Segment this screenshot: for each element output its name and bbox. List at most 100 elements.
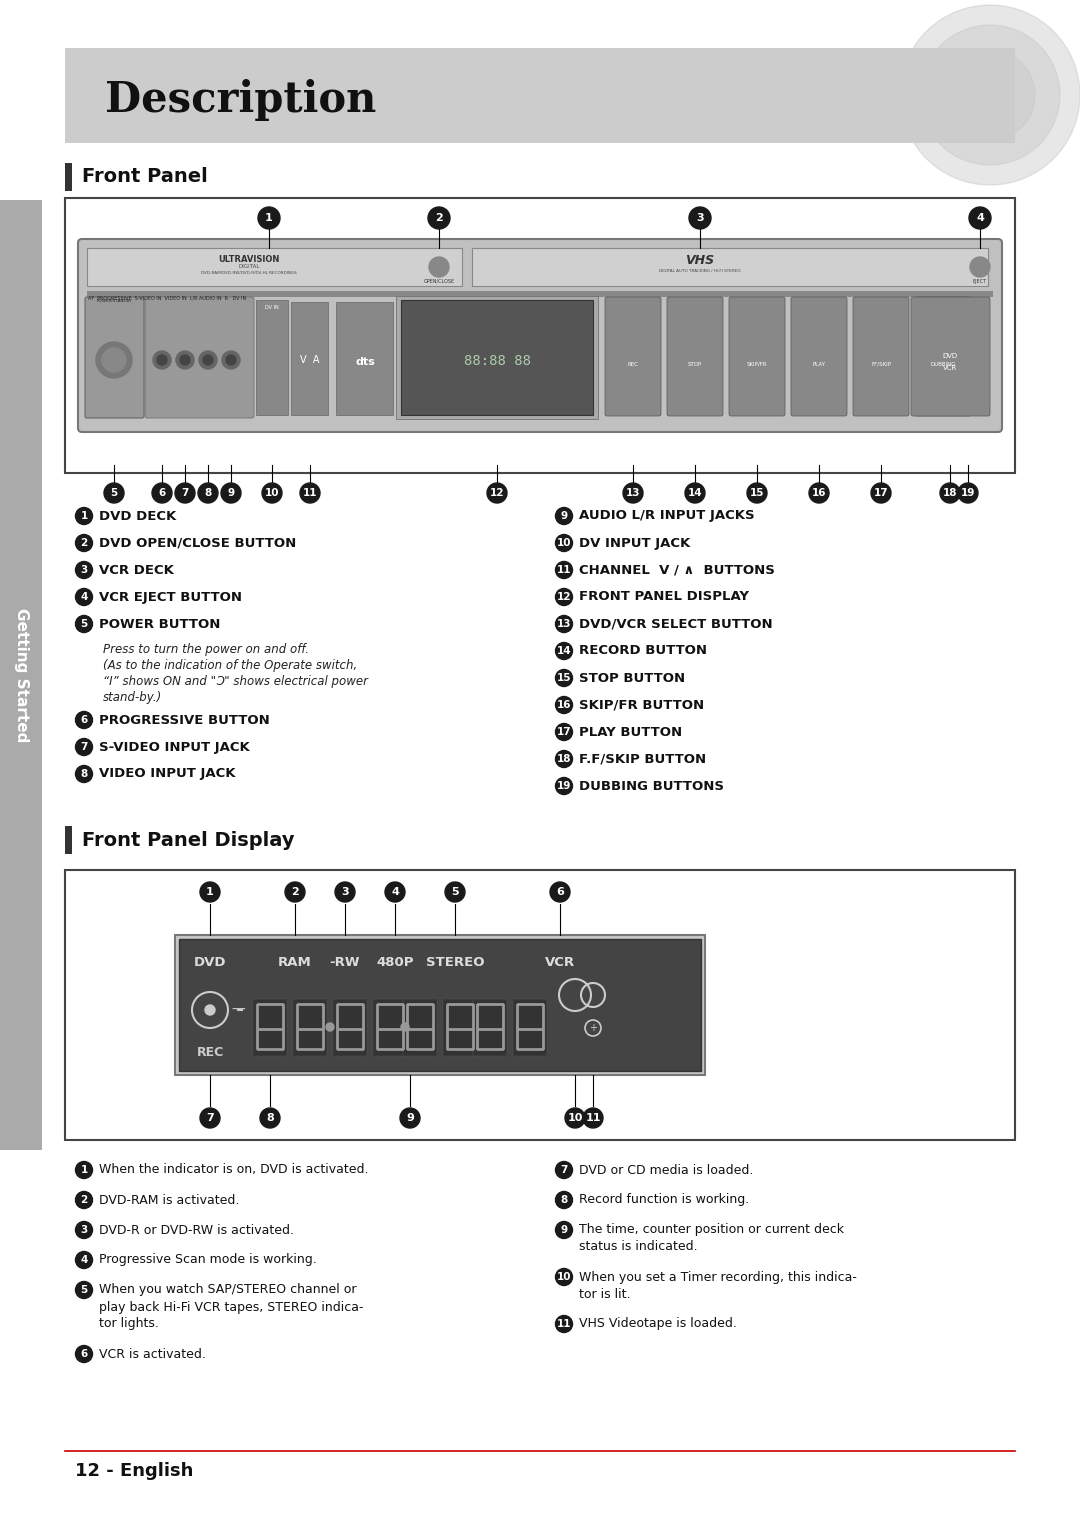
Text: RAM: RAM <box>279 955 312 969</box>
FancyBboxPatch shape <box>145 298 254 418</box>
Text: POWER BUTTON: POWER BUTTON <box>99 618 220 630</box>
Text: VCR: VCR <box>943 365 957 371</box>
Circle shape <box>920 24 1059 165</box>
Circle shape <box>203 356 213 365</box>
Circle shape <box>401 1022 409 1032</box>
Text: 5: 5 <box>80 620 87 629</box>
Circle shape <box>102 348 126 372</box>
Text: 5: 5 <box>110 488 118 497</box>
Text: FRONT PANEL DISPLAY: FRONT PANEL DISPLAY <box>579 591 750 603</box>
Text: 12: 12 <box>557 592 571 601</box>
FancyBboxPatch shape <box>65 47 1015 143</box>
Text: When you watch SAP/STEREO channel or: When you watch SAP/STEREO channel or <box>99 1283 356 1297</box>
Circle shape <box>198 484 218 504</box>
Text: Press to turn the power on and off.: Press to turn the power on and off. <box>103 642 309 656</box>
FancyBboxPatch shape <box>473 1000 507 1056</box>
Text: +: + <box>589 1022 597 1033</box>
Circle shape <box>583 1108 603 1128</box>
Text: Front Panel: Front Panel <box>82 168 207 186</box>
Text: “I” shows ON and "Ɔ" shows electrical power: “I” shows ON and "Ɔ" shows electrical po… <box>103 674 368 688</box>
Text: VCR DECK: VCR DECK <box>99 563 174 577</box>
FancyBboxPatch shape <box>65 163 72 191</box>
Text: DV INPUT JACK: DV INPUT JACK <box>579 537 690 549</box>
FancyBboxPatch shape <box>401 301 593 415</box>
Circle shape <box>747 484 767 504</box>
Circle shape <box>157 356 167 365</box>
Circle shape <box>300 484 320 504</box>
Circle shape <box>262 484 282 504</box>
Circle shape <box>809 484 829 504</box>
Circle shape <box>623 484 643 504</box>
Text: When you set a Timer recording, this indica-: When you set a Timer recording, this ind… <box>579 1271 856 1283</box>
Text: 10: 10 <box>265 488 280 497</box>
Circle shape <box>958 484 978 504</box>
FancyBboxPatch shape <box>791 298 847 417</box>
Circle shape <box>870 484 891 504</box>
Circle shape <box>76 1192 93 1209</box>
Text: 12: 12 <box>489 488 504 497</box>
Text: tor is lit.: tor is lit. <box>579 1288 631 1300</box>
Text: VCR EJECT BUTTON: VCR EJECT BUTTON <box>99 591 242 603</box>
Circle shape <box>152 484 172 504</box>
Text: 1: 1 <box>265 214 273 223</box>
FancyBboxPatch shape <box>65 198 1015 473</box>
Text: 13: 13 <box>625 488 640 497</box>
Circle shape <box>555 723 572 740</box>
Text: tor lights.: tor lights. <box>99 1317 159 1331</box>
Text: STEREO: STEREO <box>426 955 484 969</box>
FancyBboxPatch shape <box>667 298 723 417</box>
Text: DUBBING BUTTONS: DUBBING BUTTONS <box>579 780 724 792</box>
Text: DVD: DVD <box>943 353 958 359</box>
Circle shape <box>76 508 93 525</box>
Circle shape <box>76 766 93 783</box>
Text: 2: 2 <box>80 539 87 548</box>
Circle shape <box>176 351 194 369</box>
Text: -RW: -RW <box>329 955 361 969</box>
Circle shape <box>555 751 572 768</box>
Text: Front Panel Display: Front Panel Display <box>82 830 295 850</box>
Text: 8: 8 <box>204 488 212 497</box>
Text: 11: 11 <box>585 1112 600 1123</box>
FancyBboxPatch shape <box>65 870 1015 1140</box>
Text: PLAY: PLAY <box>812 362 825 366</box>
Circle shape <box>555 589 572 606</box>
FancyBboxPatch shape <box>472 249 988 285</box>
Text: 8: 8 <box>266 1112 274 1123</box>
Text: STOP BUTTON: STOP BUTTON <box>579 671 685 685</box>
Text: 11: 11 <box>557 1318 571 1329</box>
Text: dts: dts <box>355 357 375 366</box>
FancyBboxPatch shape <box>179 938 701 1071</box>
Text: 8: 8 <box>80 769 87 778</box>
Text: 4: 4 <box>391 887 399 897</box>
Circle shape <box>940 484 960 504</box>
Text: 9: 9 <box>561 1225 568 1235</box>
FancyBboxPatch shape <box>291 302 328 415</box>
Text: DVD: DVD <box>193 955 226 969</box>
Text: play back Hi-Fi VCR tapes, STEREO indica-: play back Hi-Fi VCR tapes, STEREO indica… <box>99 1300 364 1314</box>
Text: 12 - English: 12 - English <box>75 1462 193 1480</box>
Circle shape <box>969 208 991 229</box>
Circle shape <box>200 1108 220 1128</box>
Text: 480P: 480P <box>376 955 414 969</box>
Text: 7: 7 <box>181 488 189 497</box>
Text: 6: 6 <box>80 1349 87 1360</box>
FancyBboxPatch shape <box>912 298 990 417</box>
Circle shape <box>76 1282 93 1299</box>
Text: F.F/SKIP BUTTON: F.F/SKIP BUTTON <box>579 752 706 766</box>
FancyBboxPatch shape <box>333 1000 367 1056</box>
Circle shape <box>555 1221 572 1239</box>
Text: SKIP/FR: SKIP/FR <box>746 362 767 366</box>
Text: 4: 4 <box>80 1254 87 1265</box>
Text: CHANNEL  V / ∧  BUTTONS: CHANNEL V / ∧ BUTTONS <box>579 563 774 577</box>
Text: 18: 18 <box>557 754 571 765</box>
Circle shape <box>221 484 241 504</box>
FancyBboxPatch shape <box>336 302 393 415</box>
Circle shape <box>555 670 572 687</box>
FancyBboxPatch shape <box>175 935 705 1074</box>
Circle shape <box>260 1108 280 1128</box>
Text: PLAY BUTTON: PLAY BUTTON <box>579 725 683 739</box>
Text: VIDEO INPUT JACK: VIDEO INPUT JACK <box>99 768 235 780</box>
Text: 11: 11 <box>302 488 318 497</box>
FancyBboxPatch shape <box>87 249 462 285</box>
Text: status is indicated.: status is indicated. <box>579 1241 698 1253</box>
